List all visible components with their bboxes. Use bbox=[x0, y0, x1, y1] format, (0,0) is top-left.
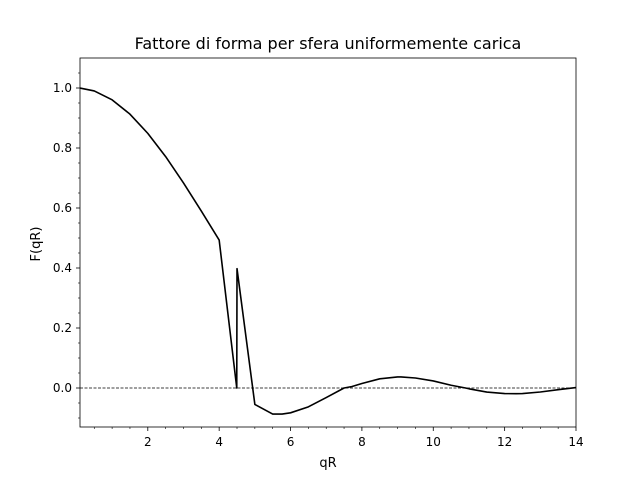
x-tick-label: 4 bbox=[215, 435, 223, 449]
y-tick-label: 0.6 bbox=[53, 201, 72, 215]
plot-area: 2 4 6 8 10 12 14 0.0 0.2 0.4 0.6 0.8 1.0 bbox=[53, 57, 584, 449]
x-tick-label: 12 bbox=[497, 435, 512, 449]
x-tick-label: 6 bbox=[287, 435, 295, 449]
y-tick-label: 0.0 bbox=[53, 381, 72, 395]
chart-title: Fattore di forma per sfera uniformemente… bbox=[135, 34, 522, 53]
x-tick-label: 8 bbox=[358, 435, 366, 449]
series-line-0 bbox=[79, 87, 577, 415]
y-tick-label: 0.8 bbox=[53, 141, 72, 155]
x-tick-label: 14 bbox=[568, 435, 583, 449]
x-tick-label: 2 bbox=[144, 435, 152, 449]
x-axis-label: qR bbox=[319, 456, 336, 471]
plot-frame bbox=[79, 57, 577, 428]
y-tick-label: 0.2 bbox=[53, 321, 72, 335]
y-tick-label: 1.0 bbox=[53, 81, 72, 95]
y-tick-label: 0.4 bbox=[53, 261, 72, 275]
y-axis-label: F(qR) bbox=[29, 227, 44, 262]
x-tick-label: 10 bbox=[426, 435, 441, 449]
